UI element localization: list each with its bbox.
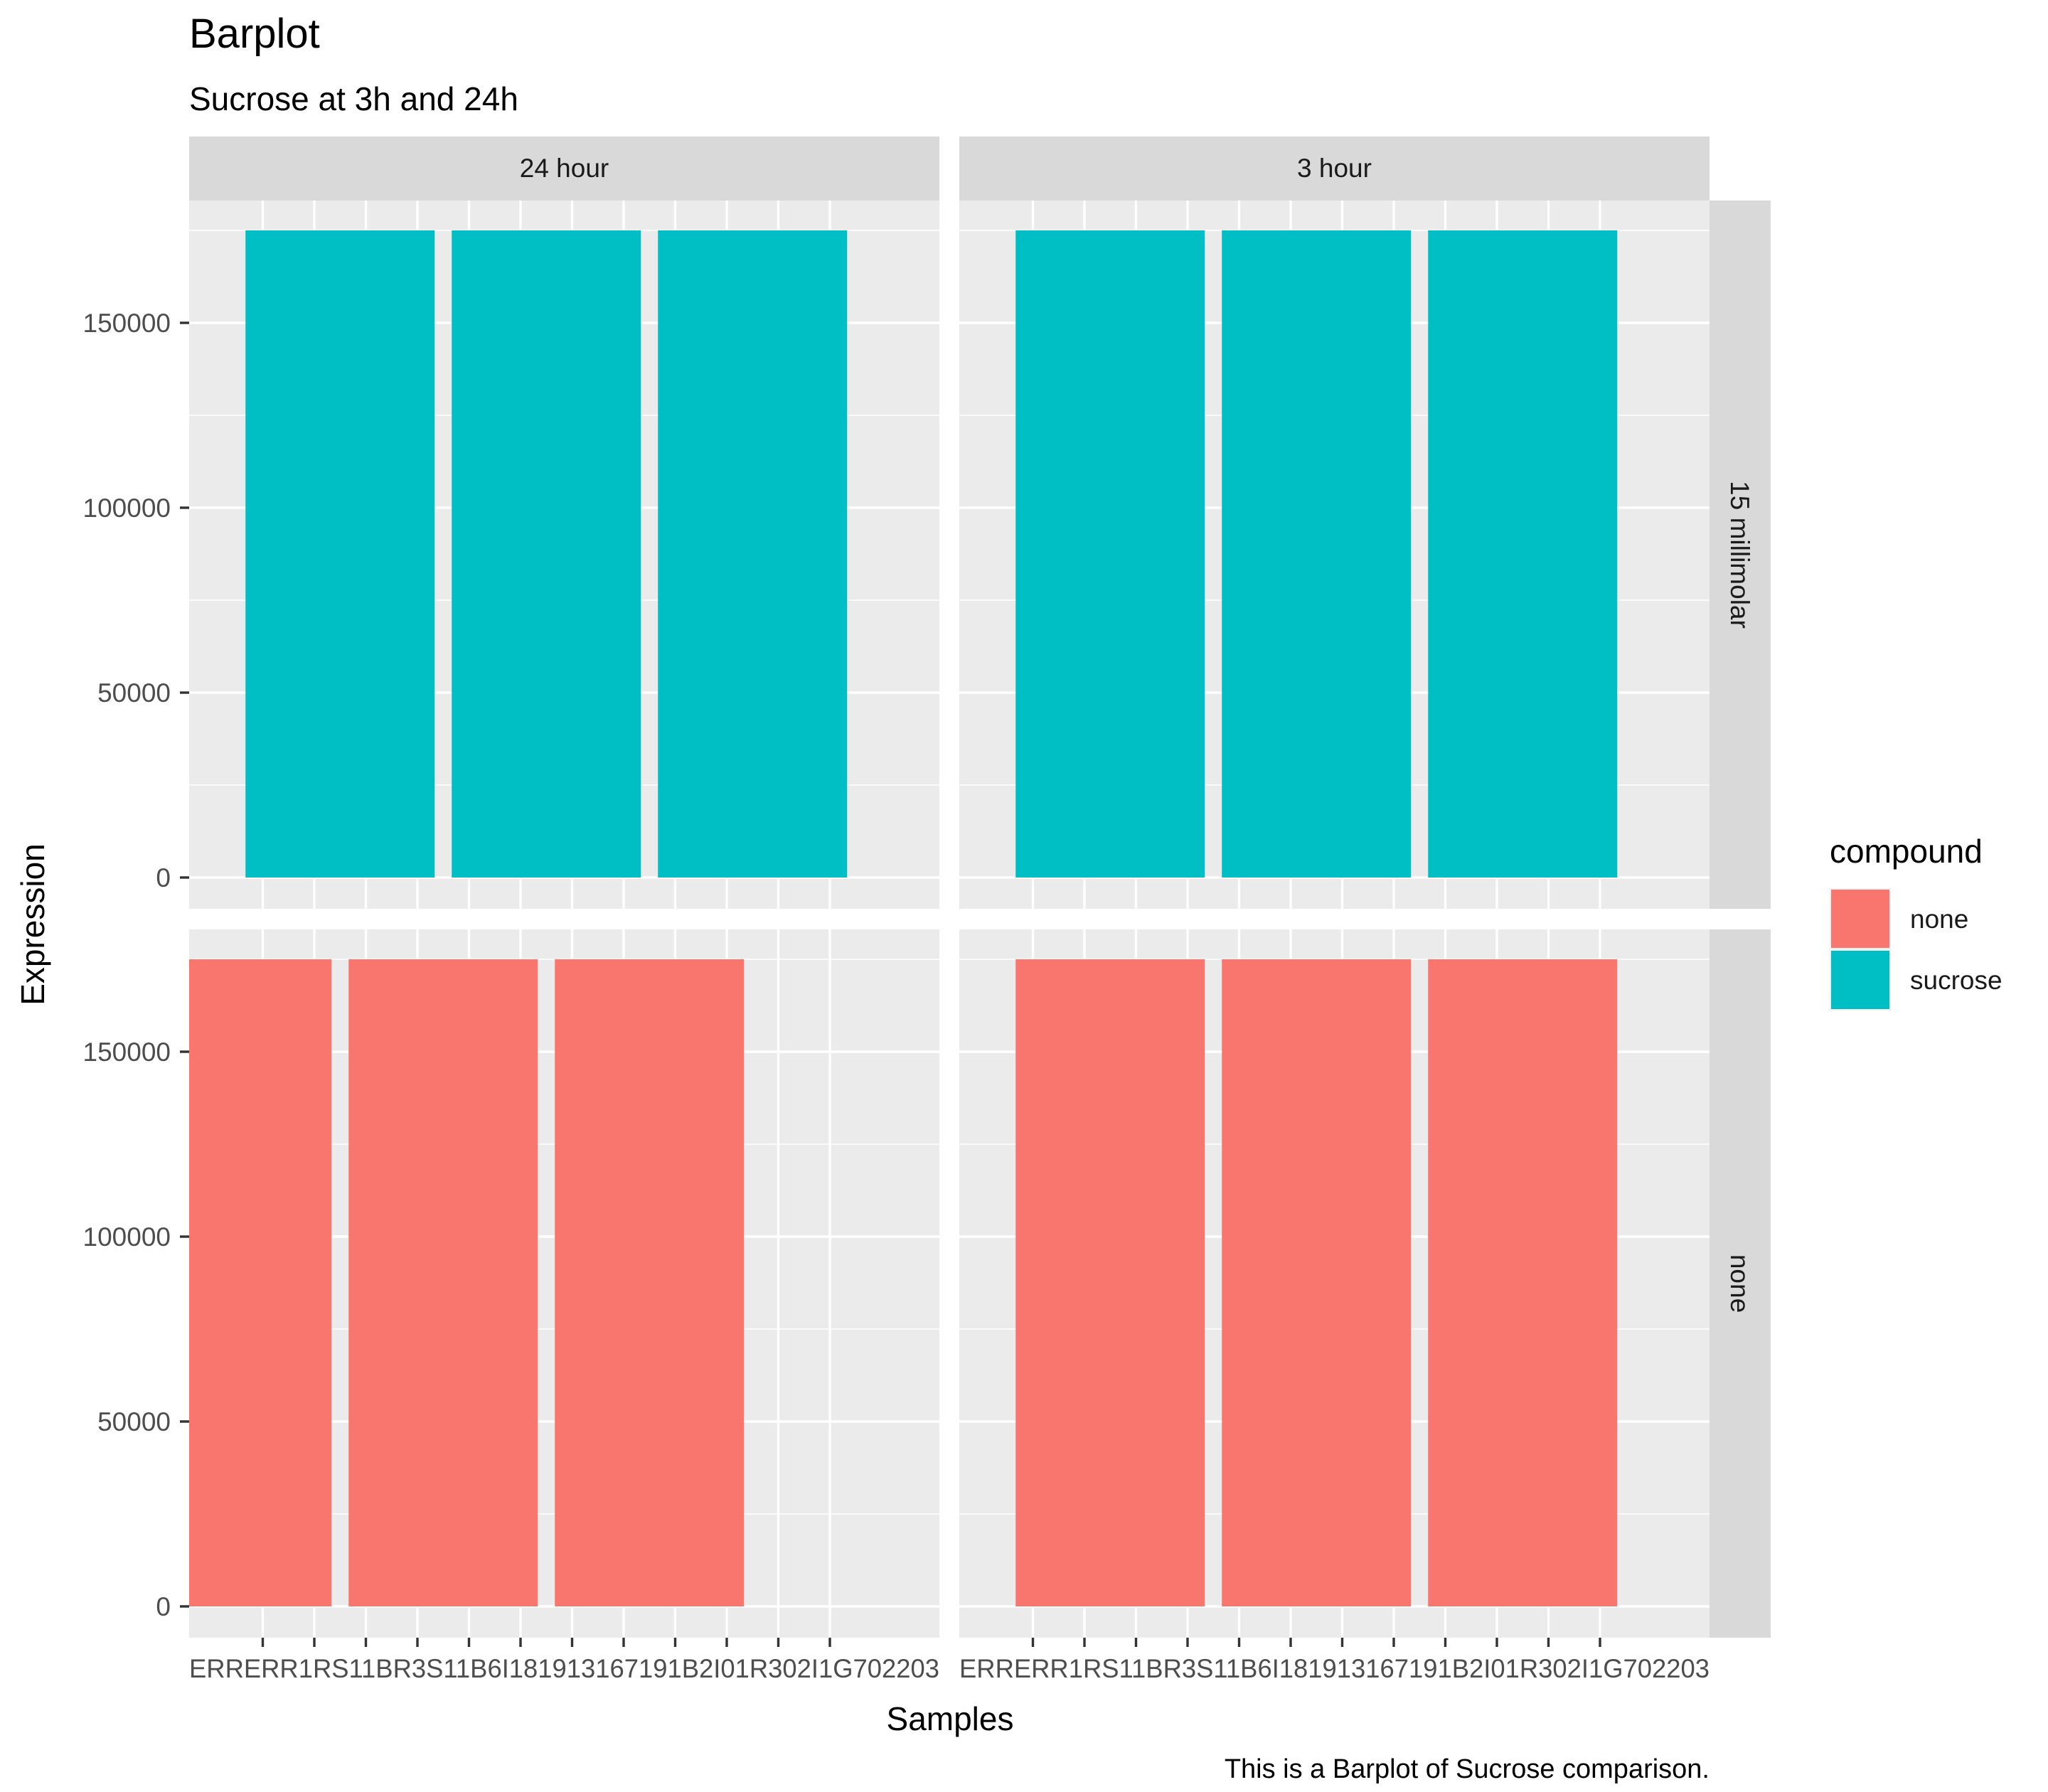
- legend-swatch-sucrose: [1831, 951, 1889, 1009]
- y-tick-label: 100000: [83, 1222, 171, 1252]
- facet-strip-col: [189, 137, 939, 201]
- facet-strip-col-label: 3 hour: [1297, 154, 1372, 183]
- bar: [1015, 230, 1205, 878]
- plot-layer: 24 hour 3 hour 15 millimolar none 0 50000 1000…: [83, 137, 2002, 1683]
- legend-title: compound: [1830, 833, 1983, 870]
- y-tick-label: 150000: [83, 1038, 171, 1067]
- bar: [1222, 230, 1412, 878]
- y-tick-label: 50000: [97, 1407, 171, 1436]
- bar: [1428, 230, 1618, 878]
- bar: [1428, 959, 1618, 1606]
- x-axis-title: Samples: [887, 1700, 1014, 1737]
- facet-strip-row-label: none: [1725, 1254, 1754, 1313]
- chart-caption: This is a Barplot of Sucrose comparison.: [1225, 1754, 1710, 1784]
- bar: [658, 230, 848, 878]
- bar: [452, 230, 641, 878]
- y-tick-label: 0: [156, 1592, 171, 1621]
- bar: [245, 230, 435, 878]
- chart-title: Barplot: [189, 11, 320, 57]
- y-tick-label: 150000: [83, 309, 171, 338]
- x-tick-labels-overlapped: ERRERR1RS11BR3S11B6I181913167191B2I01R30…: [189, 1654, 939, 1683]
- legend-label-none: none: [1910, 905, 1968, 934]
- legend-swatch-none: [1831, 890, 1889, 948]
- bar: [1222, 959, 1412, 1606]
- facet-strip-col-label: 24 hour: [520, 154, 609, 183]
- y-tick-label: 100000: [83, 494, 171, 523]
- facet-strip-row: [1710, 201, 1771, 909]
- y-tick-label: 0: [156, 863, 171, 892]
- facet-strip-row-label: 15 millimolar: [1725, 481, 1754, 629]
- facet-strip-col: [959, 137, 1710, 201]
- bar: [1015, 959, 1205, 1606]
- bar: [555, 959, 745, 1606]
- y-tick-label: 50000: [97, 678, 171, 708]
- facet-strip-row: [1710, 929, 1771, 1638]
- bar: [348, 959, 538, 1606]
- x-tick-labels-overlapped: ERRERR1RS11BR3S11B6I181913167191B2I01R30…: [959, 1654, 1710, 1683]
- bar: [189, 959, 332, 1606]
- chart-subtitle: Sucrose at 3h and 24h: [189, 80, 518, 117]
- legend-label-sucrose: sucrose: [1910, 966, 2002, 995]
- y-axis-title: Expression: [14, 843, 51, 1006]
